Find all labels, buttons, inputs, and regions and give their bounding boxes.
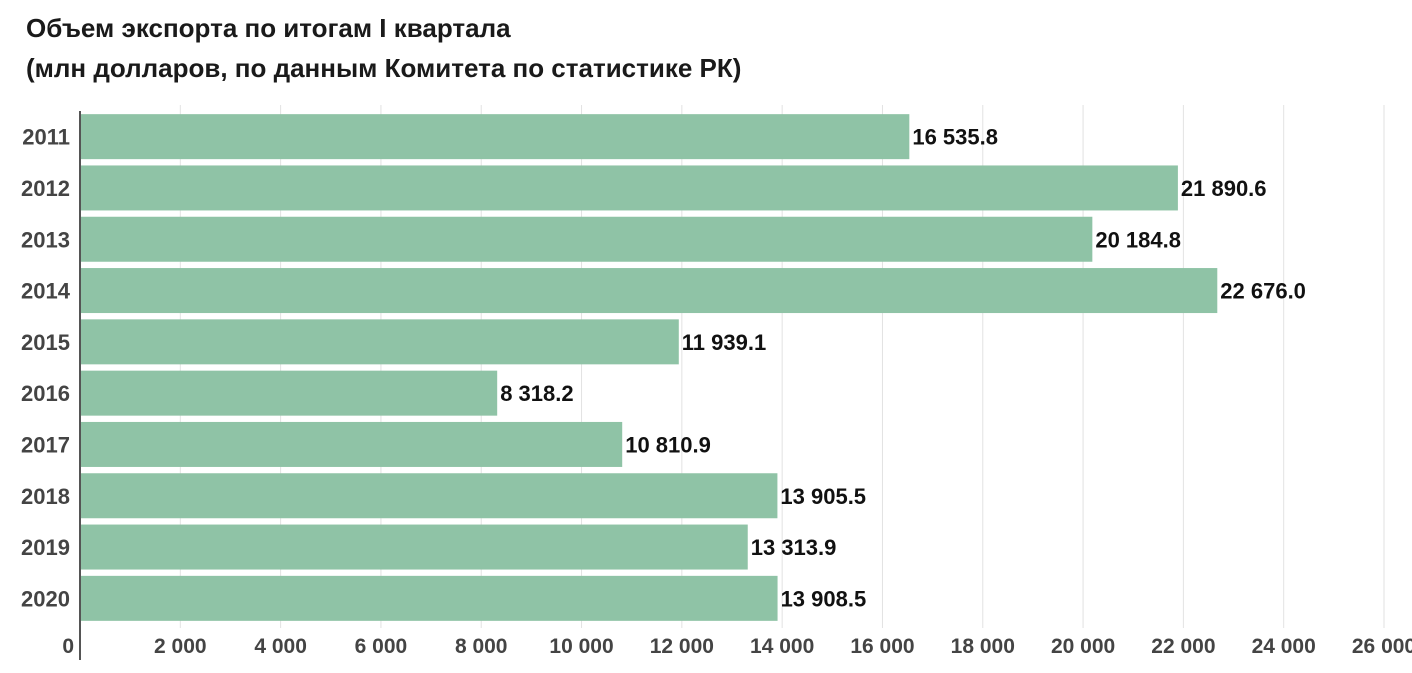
y-tick-label: 2017 — [21, 432, 70, 457]
data-label: 22 676.0 — [1220, 279, 1306, 304]
y-tick-label: 2018 — [21, 484, 70, 509]
x-tick-label: 6 000 — [355, 635, 408, 658]
x-tick-label: 16 000 — [850, 635, 914, 658]
bars — [80, 114, 1218, 621]
x-tick-label: 0 — [62, 635, 74, 658]
bar-2012 — [80, 165, 1178, 211]
bar-2011 — [80, 114, 910, 160]
bar-2018 — [80, 473, 778, 519]
data-label: 13 908.5 — [781, 586, 867, 611]
data-label: 20 184.8 — [1095, 227, 1181, 252]
bar-2020 — [80, 575, 778, 621]
labels: 0 2 000 4 000 6 000 8 000 10 000 12 000 14 000 1… — [21, 125, 1412, 658]
bar-2014 — [80, 268, 1218, 314]
x-tick-label: 2 000 — [154, 635, 207, 658]
chart-subtitle: (млн долларов, по данным Комитета по ста… — [26, 53, 742, 83]
data-label: 8 318.2 — [500, 381, 573, 406]
y-tick-label: 2016 — [21, 381, 70, 406]
bar-2017 — [80, 421, 623, 467]
data-label: 10 810.9 — [625, 432, 711, 457]
y-tick-label: 2020 — [21, 586, 70, 611]
data-label: 13 313.9 — [751, 535, 837, 560]
y-tick-label: 2014 — [21, 279, 71, 304]
y-tick-label: 2012 — [21, 176, 70, 201]
bar-2016 — [80, 370, 498, 416]
data-label: 16 535.8 — [912, 125, 998, 150]
x-tick-label: 8 000 — [455, 635, 508, 658]
x-tick-label: 4 000 — [254, 635, 307, 658]
chart-title: Объем экспорта по итогам I квартала — [26, 13, 511, 43]
x-tick-label: 24 000 — [1252, 635, 1316, 658]
data-label: 11 939.1 — [682, 330, 766, 355]
x-tick-label: 26 000 — [1352, 635, 1412, 658]
y-tick-label: 2019 — [21, 535, 70, 560]
x-tick-label: 12 000 — [650, 635, 714, 658]
x-tick-label: 18 000 — [951, 635, 1015, 658]
chart-title-block: Объем экспорта по итогам I квартала (млн… — [26, 8, 741, 88]
data-label: 13 905.5 — [780, 484, 866, 509]
data-label: 21 890.6 — [1181, 176, 1267, 201]
x-tick-label: 22 000 — [1151, 635, 1215, 658]
x-tick-label: 10 000 — [549, 635, 613, 658]
x-tick-label: 14 000 — [750, 635, 814, 658]
bar-2013 — [80, 216, 1093, 262]
bar-2019 — [80, 524, 748, 570]
x-tick-label: 20 000 — [1051, 635, 1115, 658]
bar-2015 — [80, 319, 679, 365]
y-tick-label: 2011 — [22, 125, 70, 150]
y-tick-label: 2013 — [21, 227, 70, 252]
y-tick-label: 2015 — [21, 330, 70, 355]
